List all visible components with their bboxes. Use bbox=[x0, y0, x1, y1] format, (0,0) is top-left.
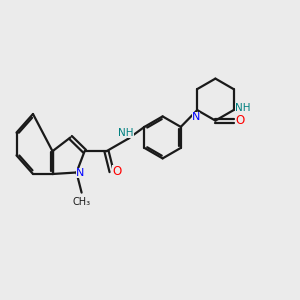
Text: O: O bbox=[236, 114, 244, 127]
Text: NH: NH bbox=[235, 103, 250, 113]
Text: NH: NH bbox=[118, 128, 134, 138]
Text: N: N bbox=[76, 168, 84, 178]
Text: O: O bbox=[112, 165, 122, 178]
Text: CH₃: CH₃ bbox=[73, 197, 91, 207]
Text: N: N bbox=[192, 112, 200, 122]
